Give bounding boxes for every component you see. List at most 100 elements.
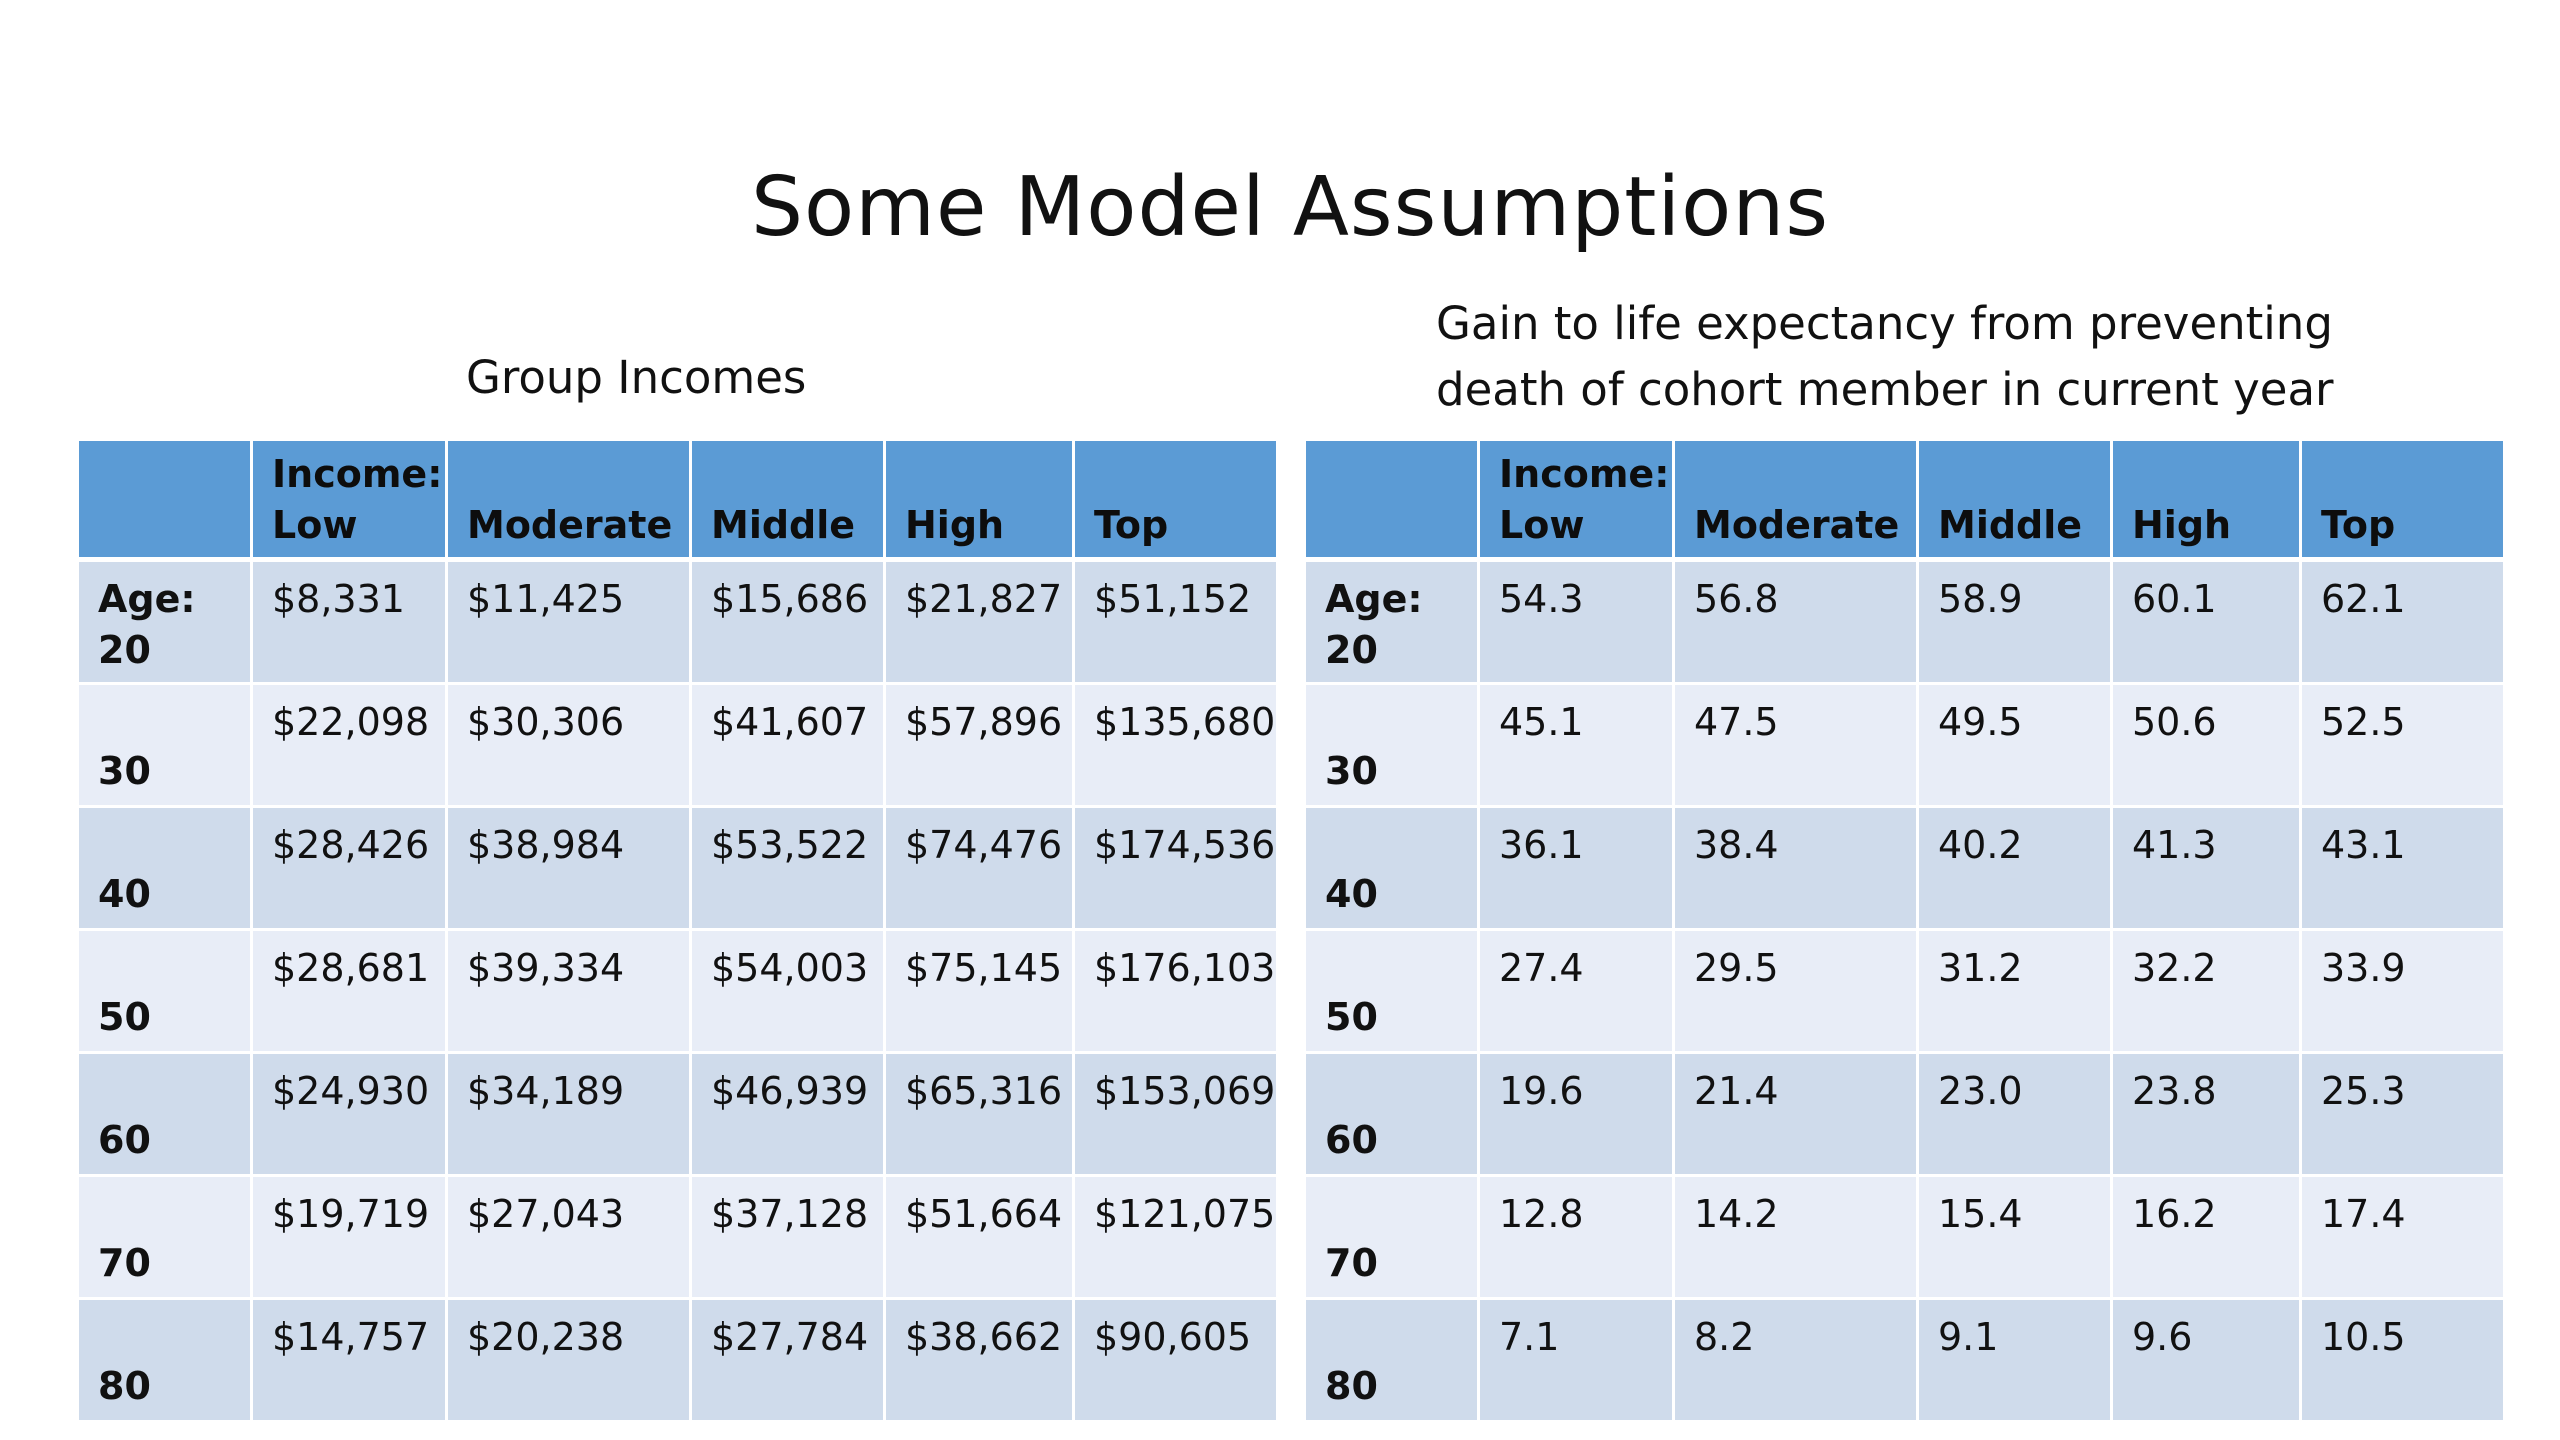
- value-cell: 23.8: [2113, 1054, 2302, 1177]
- value-cell: $22,098: [253, 685, 448, 808]
- value-cell: 36.1: [1480, 808, 1675, 931]
- value-cell: 16.2: [2113, 1177, 2302, 1300]
- value-cell: $14,757: [253, 1300, 448, 1423]
- table-row: 70 12.8 14.2 15.4 16.2 17.4: [1306, 1177, 2503, 1300]
- age-cell: 40: [79, 808, 253, 931]
- header-low: Income: Low: [1480, 441, 1675, 562]
- header-corner: [79, 441, 253, 562]
- table-row: 80 7.1 8.2 9.1 9.6 10.5: [1306, 1300, 2503, 1423]
- value-cell: 15.4: [1919, 1177, 2113, 1300]
- value-cell: $51,664: [886, 1177, 1075, 1300]
- value-cell: $176,103: [1075, 931, 1276, 1054]
- value-cell: 14.2: [1675, 1177, 1919, 1300]
- slide-title: Some Model Assumptions: [750, 160, 1830, 255]
- value-cell: 58.9: [1919, 562, 2113, 685]
- value-cell: 49.5: [1919, 685, 2113, 808]
- value-cell: $57,896: [886, 685, 1075, 808]
- age-cell: 70: [1306, 1177, 1480, 1300]
- value-cell: $30,306: [448, 685, 692, 808]
- header-low: Income: Low: [253, 441, 448, 562]
- age-cell: 80: [1306, 1300, 1480, 1423]
- value-cell: $174,536: [1075, 808, 1276, 931]
- value-cell: $65,316: [886, 1054, 1075, 1177]
- age-cell: Age: 20: [1306, 562, 1480, 685]
- value-cell: 8.2: [1675, 1300, 1919, 1423]
- header-middle: Middle: [692, 441, 886, 562]
- value-cell: 7.1: [1480, 1300, 1675, 1423]
- header-moderate: Moderate: [1675, 441, 1919, 562]
- table-header-row: Income: Low Moderate Middle High Top: [1306, 441, 2503, 562]
- table-row: 40 $28,426 $38,984 $53,522 $74,476 $174,…: [79, 808, 1276, 931]
- value-cell: $15,686: [692, 562, 886, 685]
- table-row: 30 45.1 47.5 49.5 50.6 52.5: [1306, 685, 2503, 808]
- age-cell: Age: 20: [79, 562, 253, 685]
- header-top: Top: [2302, 441, 2503, 562]
- value-cell: 45.1: [1480, 685, 1675, 808]
- header-moderate: Moderate: [448, 441, 692, 562]
- value-cell: $135,680: [1075, 685, 1276, 808]
- age-cell: 30: [1306, 685, 1480, 808]
- age-cell: 80: [79, 1300, 253, 1423]
- table-header-row: Income: Low Moderate Middle High Top: [79, 441, 1276, 562]
- value-cell: 9.1: [1919, 1300, 2113, 1423]
- header-high: High: [2113, 441, 2302, 562]
- age-cell: 30: [79, 685, 253, 808]
- table-row: 50 $28,681 $39,334 $54,003 $75,145 $176,…: [79, 931, 1276, 1054]
- value-cell: 31.2: [1919, 931, 2113, 1054]
- value-cell: 56.8: [1675, 562, 1919, 685]
- table-row: 60 $24,930 $34,189 $46,939 $65,316 $153,…: [79, 1054, 1276, 1177]
- age-cell: 50: [1306, 931, 1480, 1054]
- value-cell: 33.9: [2302, 931, 2503, 1054]
- value-cell: $90,605: [1075, 1300, 1276, 1423]
- value-cell: $28,426: [253, 808, 448, 931]
- value-cell: 47.5: [1675, 685, 1919, 808]
- value-cell: 54.3: [1480, 562, 1675, 685]
- value-cell: 19.6: [1480, 1054, 1675, 1177]
- header-top: Top: [1075, 441, 1276, 562]
- value-cell: $37,128: [692, 1177, 886, 1300]
- age-cell: 60: [1306, 1054, 1480, 1177]
- value-cell: $19,719: [253, 1177, 448, 1300]
- value-cell: 40.2: [1919, 808, 2113, 931]
- header-high: High: [886, 441, 1075, 562]
- value-cell: 62.1: [2302, 562, 2503, 685]
- table-row: 60 19.6 21.4 23.0 23.8 25.3: [1306, 1054, 2503, 1177]
- value-cell: $8,331: [253, 562, 448, 685]
- age-cell: 60: [79, 1054, 253, 1177]
- value-cell: 21.4: [1675, 1054, 1919, 1177]
- header-corner: [1306, 441, 1480, 562]
- value-cell: $51,152: [1075, 562, 1276, 685]
- table-row: 80 $14,757 $20,238 $27,784 $38,662 $90,6…: [79, 1300, 1276, 1423]
- group-incomes-table: Income: Low Moderate Middle High Top Age…: [79, 441, 1276, 1423]
- value-cell: $75,145: [886, 931, 1075, 1054]
- value-cell: 25.3: [2302, 1054, 2503, 1177]
- left-table-caption: Group Incomes: [466, 351, 807, 404]
- value-cell: $11,425: [448, 562, 692, 685]
- value-cell: $21,827: [886, 562, 1075, 685]
- value-cell: 43.1: [2302, 808, 2503, 931]
- right-table-caption: Gain to life expectancy from preventing …: [1436, 291, 2334, 423]
- value-cell: 50.6: [2113, 685, 2302, 808]
- table-row: Age: 20 54.3 56.8 58.9 60.1 62.1: [1306, 562, 2503, 685]
- value-cell: $41,607: [692, 685, 886, 808]
- age-cell: 70: [79, 1177, 253, 1300]
- table-row: 70 $19,719 $27,043 $37,128 $51,664 $121,…: [79, 1177, 1276, 1300]
- value-cell: $39,334: [448, 931, 692, 1054]
- value-cell: 27.4: [1480, 931, 1675, 1054]
- value-cell: $54,003: [692, 931, 886, 1054]
- value-cell: 41.3: [2113, 808, 2302, 931]
- age-cell: 50: [79, 931, 253, 1054]
- value-cell: 12.8: [1480, 1177, 1675, 1300]
- value-cell: 38.4: [1675, 808, 1919, 931]
- value-cell: $27,043: [448, 1177, 692, 1300]
- value-cell: 32.2: [2113, 931, 2302, 1054]
- value-cell: $28,681: [253, 931, 448, 1054]
- right-caption-line-2: death of cohort member in current year: [1436, 363, 2334, 416]
- value-cell: $20,238: [448, 1300, 692, 1423]
- right-caption-line-1: Gain to life expectancy from preventing: [1436, 297, 2333, 350]
- table-row: 30 $22,098 $30,306 $41,607 $57,896 $135,…: [79, 685, 1276, 808]
- value-cell: $74,476: [886, 808, 1075, 931]
- age-cell: 40: [1306, 808, 1480, 931]
- life-expectancy-table: Income: Low Moderate Middle High Top Age…: [1306, 441, 2503, 1423]
